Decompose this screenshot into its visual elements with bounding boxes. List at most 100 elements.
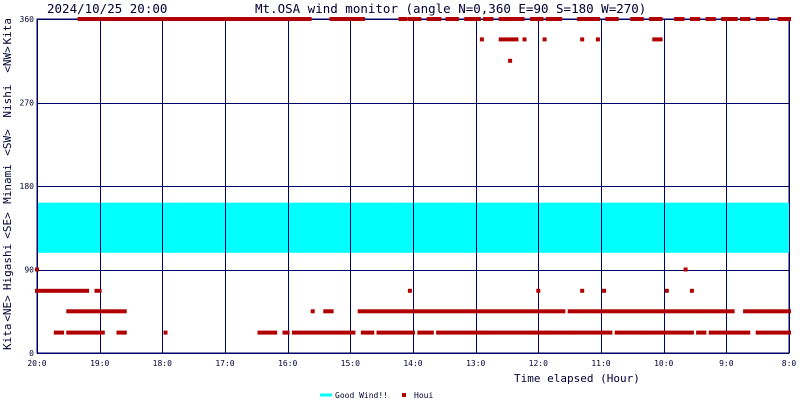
houi-point bbox=[689, 288, 694, 293]
houi-point bbox=[708, 330, 751, 335]
houi-point bbox=[755, 330, 791, 335]
houi-point bbox=[530, 330, 547, 335]
houi-point bbox=[696, 330, 707, 335]
x-tick-label: 13:0 bbox=[466, 359, 485, 368]
y-axis-label-part: Kita bbox=[1, 324, 14, 351]
houi-point bbox=[282, 330, 290, 335]
y-axis-label-part: Minami bbox=[1, 164, 14, 204]
tick-labels: 20:0 19:0 18:0 17:0 16:0 15:0 14:0 13:0 12:0 11:0… bbox=[20, 15, 797, 368]
houi-point bbox=[257, 330, 278, 335]
y-tick-label: 90 bbox=[24, 266, 34, 275]
y-axis-label-part: <NW> bbox=[1, 46, 14, 73]
houi-point bbox=[522, 37, 527, 42]
x-tick-label: 15:0 bbox=[341, 359, 360, 368]
houi-point bbox=[614, 330, 644, 335]
houi-point bbox=[630, 17, 644, 21]
houi-point bbox=[674, 17, 685, 21]
y-tick-label: 360 bbox=[20, 15, 35, 24]
houi-point bbox=[743, 309, 769, 314]
houi-point bbox=[602, 288, 607, 293]
houi-point bbox=[577, 17, 588, 21]
houi-point bbox=[642, 330, 694, 335]
houi-point bbox=[329, 17, 356, 21]
houi-point bbox=[291, 330, 356, 335]
houi-point bbox=[605, 17, 619, 21]
houi-point bbox=[536, 288, 541, 293]
houi-point bbox=[545, 17, 563, 21]
legend-houi-swatch bbox=[402, 393, 406, 397]
houi-point bbox=[360, 330, 375, 335]
houi-point bbox=[721, 17, 738, 21]
x-tick-label: 18:0 bbox=[153, 359, 172, 368]
houi-point bbox=[445, 17, 459, 21]
houi-point bbox=[398, 17, 408, 21]
houi-point bbox=[464, 17, 481, 21]
houi-point bbox=[66, 330, 105, 335]
houi-point bbox=[545, 330, 575, 335]
houi-point bbox=[479, 330, 531, 335]
houi-point bbox=[354, 17, 365, 21]
y-tick-label: 180 bbox=[20, 182, 35, 191]
header-datetime: 2024/10/25 20:00 bbox=[47, 1, 167, 16]
houi-point bbox=[664, 288, 669, 293]
houi-point bbox=[652, 37, 663, 42]
x-axis-label: Time elapsed (Hour) bbox=[514, 372, 640, 385]
y-axis-label-part: <SE> bbox=[1, 212, 14, 239]
chart-title: Mt.OSA wind monitor (angle N=0,360 E=90 … bbox=[255, 1, 646, 16]
houi-point bbox=[580, 288, 585, 293]
houi-point bbox=[683, 267, 688, 272]
houi-point bbox=[417, 330, 434, 335]
houi-point bbox=[66, 309, 127, 314]
legend-houi-label: Houi bbox=[414, 391, 433, 400]
houi-point bbox=[436, 330, 481, 335]
houi-point bbox=[768, 309, 791, 314]
legend: Good Wind!! Houi bbox=[320, 391, 433, 400]
houi-point bbox=[116, 330, 127, 335]
y-axis-label-part: Higashi bbox=[1, 244, 14, 290]
y-axis-label-part: Nishi bbox=[1, 84, 14, 117]
houi-point bbox=[483, 17, 494, 21]
houi-point bbox=[35, 267, 39, 272]
houi-point bbox=[740, 17, 751, 21]
houi-point bbox=[573, 330, 613, 335]
houi-point bbox=[595, 37, 600, 42]
x-tick-label: 19:0 bbox=[90, 359, 109, 368]
y-axis-label-part: <NE> bbox=[1, 295, 14, 322]
y-tick-label: 0 bbox=[29, 349, 34, 358]
x-tick-label: 20:0 bbox=[27, 359, 46, 368]
houi-point bbox=[53, 330, 65, 335]
houi-point bbox=[407, 17, 422, 21]
y-axis-label-part: Kita bbox=[1, 18, 14, 45]
houi-point bbox=[498, 37, 519, 42]
houi-point bbox=[105, 17, 212, 21]
y-tick-label: 270 bbox=[20, 99, 35, 108]
houi-point bbox=[586, 17, 600, 21]
x-tick-label: 17:0 bbox=[215, 359, 234, 368]
houi-point bbox=[696, 309, 735, 314]
houi-point bbox=[207, 17, 290, 21]
x-tick-label: 10:0 bbox=[654, 359, 673, 368]
houi-point bbox=[498, 17, 525, 21]
houi-point bbox=[407, 288, 412, 293]
houi-point bbox=[357, 309, 566, 314]
houi-point bbox=[580, 37, 585, 42]
houi-point bbox=[479, 37, 484, 42]
houi-point bbox=[35, 288, 90, 293]
x-tick-label: 9:0 bbox=[719, 359, 734, 368]
houi-point bbox=[542, 37, 547, 42]
houi-point bbox=[705, 17, 716, 21]
x-tick-label: 8:0 bbox=[782, 359, 797, 368]
houi-point bbox=[530, 17, 544, 21]
houi-point bbox=[376, 330, 415, 335]
houi-point bbox=[755, 17, 770, 21]
houi-point bbox=[285, 17, 312, 21]
x-tick-label: 14:0 bbox=[403, 359, 422, 368]
houi-point bbox=[777, 17, 791, 21]
x-tick-label: 11:0 bbox=[591, 359, 610, 368]
houi-point bbox=[323, 309, 334, 314]
houi-point bbox=[97, 17, 110, 21]
legend-good-wind-label: Good Wind!! bbox=[335, 391, 388, 400]
y-axis-label: Kita<NE>Higashi<SE>Minami<SW>Nishi<NW>Ki… bbox=[1, 18, 14, 350]
houi-point bbox=[508, 58, 513, 63]
